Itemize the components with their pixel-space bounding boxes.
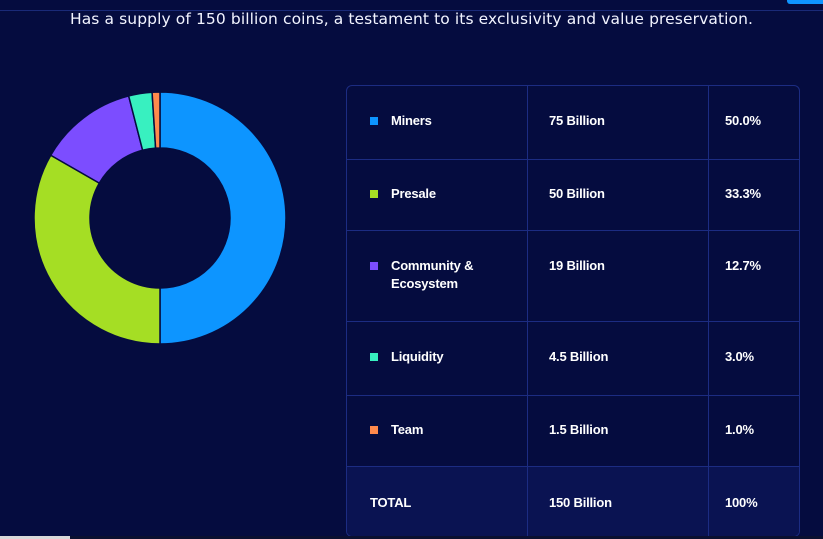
column-divider — [708, 322, 709, 395]
row-percent: 50.0% — [725, 113, 761, 128]
row-amount: 4.5 Billion — [549, 349, 609, 364]
row-percent: 12.7% — [725, 258, 761, 273]
donut-slice-miners — [159, 91, 287, 345]
donut-slice-presale — [33, 154, 161, 345]
column-divider — [527, 160, 528, 230]
row-amount: 50 Billion — [549, 186, 605, 201]
section-subtitle: Has a supply of 150 billion coins, a tes… — [69, 10, 754, 28]
row-label: Liquidity — [391, 349, 444, 364]
row-label: Miners — [391, 113, 432, 128]
row-percent: 1.0% — [725, 422, 754, 437]
total-label: TOTAL — [370, 495, 412, 510]
table-row: Miners 75 Billion 50.0% — [347, 86, 799, 160]
column-divider — [527, 322, 528, 395]
column-divider — [708, 231, 709, 321]
top-accent-bar — [787, 0, 823, 4]
bottom-scrollbar[interactable] — [0, 536, 823, 539]
liquidity-color-swatch — [370, 353, 378, 361]
scrollbar-thumb[interactable] — [0, 536, 70, 539]
total-percent: 100% — [725, 495, 758, 510]
row-label: Team — [391, 422, 424, 437]
table-row: Team 1.5 Billion 1.0% — [347, 396, 799, 467]
column-divider — [708, 467, 709, 536]
column-divider — [527, 231, 528, 321]
row-label: Presale — [391, 186, 436, 201]
row-amount: 1.5 Billion — [549, 422, 609, 437]
total-amount: 150 Billion — [549, 495, 612, 510]
row-label-line2: Ecosystem — [391, 276, 458, 291]
row-label-line1: Community & — [391, 258, 474, 273]
table-row: Liquidity 4.5 Billion 3.0% — [347, 322, 799, 396]
column-divider — [708, 160, 709, 230]
row-amount: 19 Billion — [549, 258, 605, 273]
column-divider — [527, 396, 528, 466]
presale-color-swatch — [370, 190, 378, 198]
row-percent: 33.3% — [725, 186, 761, 201]
row-amount: 75 Billion — [549, 113, 605, 128]
column-divider — [708, 396, 709, 466]
column-divider — [527, 467, 528, 536]
table-row: Presale 50 Billion 33.3% — [347, 160, 799, 231]
allocation-donut-chart — [33, 91, 287, 345]
table-row: Community & Ecosystem 19 Billion 12.7% — [347, 231, 799, 322]
table-total-row: TOTAL 150 Billion 100% — [347, 467, 799, 536]
donut-slice-team — [151, 91, 161, 149]
row-percent: 3.0% — [725, 349, 754, 364]
community-color-swatch — [370, 262, 378, 270]
team-color-swatch — [370, 426, 378, 434]
miners-color-swatch — [370, 117, 378, 125]
top-divider — [0, 10, 823, 11]
allocation-table: Miners 75 Billion 50.0% Presale 50 Billi… — [346, 85, 800, 537]
column-divider — [708, 86, 709, 159]
column-divider — [527, 86, 528, 159]
